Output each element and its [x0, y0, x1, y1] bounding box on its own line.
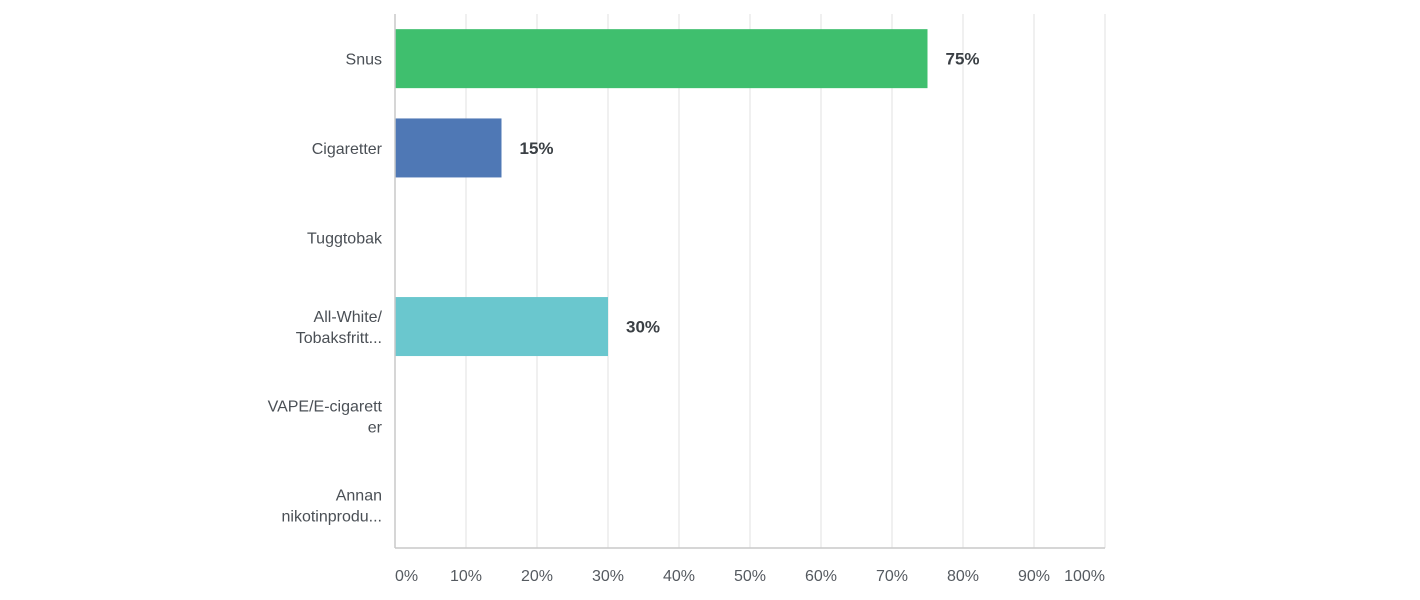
category-label-line: Cigaretter: [312, 141, 383, 158]
category-labels: Snus Cigaretter Tuggtobak All-White/Tobaksf…: [268, 52, 383, 526]
x-tick-label-50: 50%: [734, 568, 766, 585]
category-label-1: Cigaretter: [312, 141, 383, 158]
category-label-2: Tuggtobak: [307, 230, 383, 247]
bars: [395, 29, 928, 357]
data-label-0: 75%: [946, 50, 980, 69]
category-label-0: Snus: [346, 52, 382, 69]
data-label-3: 30%: [626, 318, 660, 337]
bar-0: [395, 29, 928, 89]
category-label-line: Snus: [346, 52, 382, 69]
x-tick-label-10: 10%: [450, 568, 482, 585]
bar-1: [395, 118, 502, 178]
category-label-line: Annan: [336, 488, 382, 505]
x-tick-label-30: 30%: [592, 568, 624, 585]
category-label-line: Tobaksfritt...: [296, 330, 382, 347]
x-tick-label-70: 70%: [876, 568, 908, 585]
data-labels: 75% 15% 30%: [520, 50, 980, 337]
category-label-4: VAPE/E-cigarett er: [268, 398, 383, 436]
gridlines: [465, 14, 1106, 548]
category-label-line: Tuggtobak: [307, 230, 383, 247]
category-label-3: All-White/Tobaksfritt...: [296, 309, 383, 347]
category-label-5: Annan nikotinprodu...: [281, 488, 382, 526]
x-tick-label-90: 90%: [1018, 568, 1050, 585]
category-label-line: All-White/: [314, 309, 383, 326]
x-tick-label-80: 80%: [947, 568, 979, 585]
category-label-line: VAPE/E-cigarett: [268, 398, 383, 415]
x-tick-label-20: 20%: [521, 568, 553, 585]
x-tick-label-60: 60%: [805, 568, 837, 585]
category-label-line: er: [368, 419, 383, 436]
x-tick-label-100: 100%: [1064, 568, 1105, 585]
data-label-1: 15%: [520, 139, 554, 158]
bar-3: [395, 297, 608, 357]
category-label-line: nikotinprodu...: [281, 509, 382, 526]
x-tick-label-0: 0%: [395, 568, 418, 585]
x-tick-label-40: 40%: [663, 568, 695, 585]
x-tick-labels: 0% 10% 20% 30% 40% 50% 60% 70% 80% 90% 100%: [395, 568, 1105, 585]
axes: [394, 14, 1105, 549]
